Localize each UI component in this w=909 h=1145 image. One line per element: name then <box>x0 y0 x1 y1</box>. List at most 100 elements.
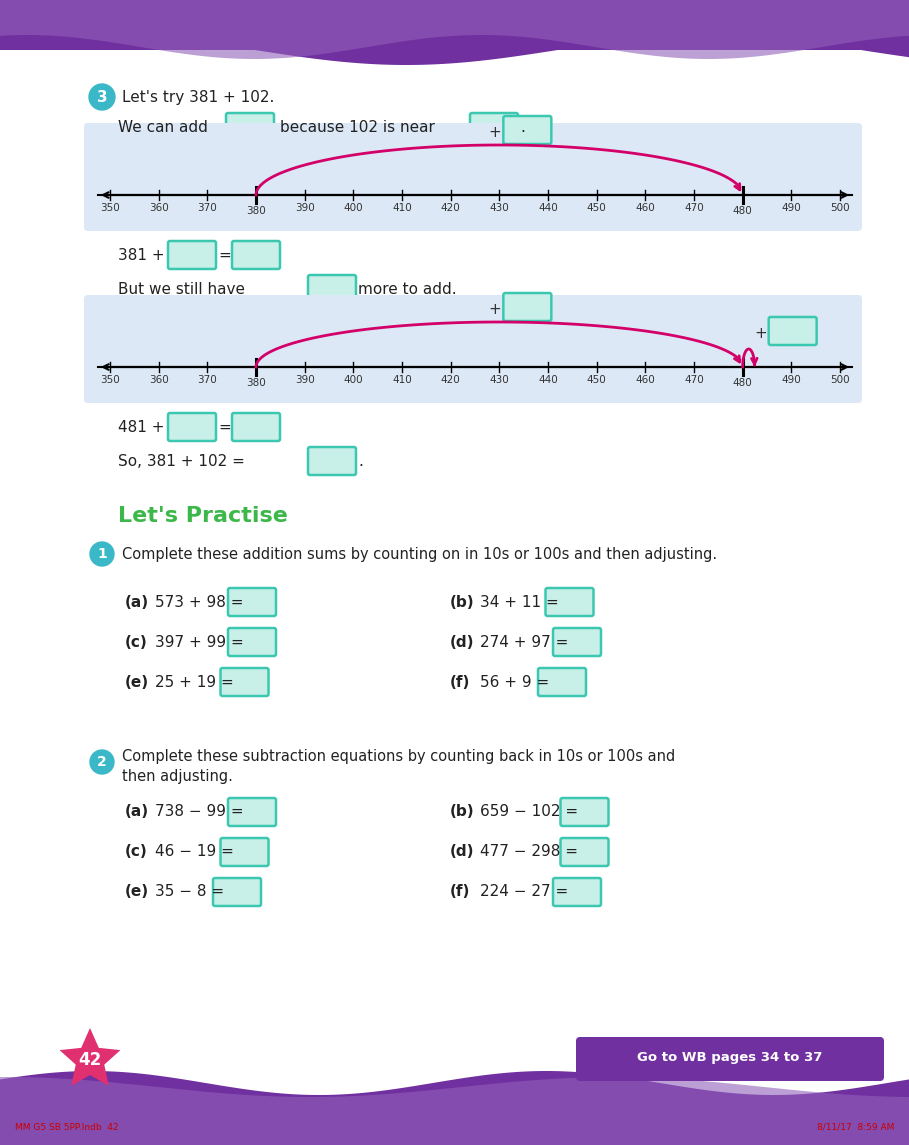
Text: 370: 370 <box>197 203 217 213</box>
Text: (f): (f) <box>450 884 470 900</box>
Text: (c): (c) <box>125 845 148 860</box>
Text: 390: 390 <box>295 203 315 213</box>
FancyBboxPatch shape <box>168 413 216 441</box>
Text: 360: 360 <box>149 203 168 213</box>
Text: 500: 500 <box>830 376 850 385</box>
FancyBboxPatch shape <box>232 413 280 441</box>
FancyBboxPatch shape <box>228 627 276 656</box>
Text: more to add.: more to add. <box>358 282 456 297</box>
Text: 470: 470 <box>684 376 704 385</box>
Polygon shape <box>0 0 909 50</box>
Text: 738 − 99 =: 738 − 99 = <box>155 805 244 820</box>
Text: 380: 380 <box>246 206 265 216</box>
Text: Complete these subtraction equations by counting back in 10s or 100s and: Complete these subtraction equations by … <box>122 749 675 764</box>
FancyBboxPatch shape <box>213 878 261 906</box>
Text: (e): (e) <box>125 884 149 900</box>
Text: 420: 420 <box>441 203 461 213</box>
PathPatch shape <box>0 0 909 60</box>
FancyBboxPatch shape <box>221 838 268 866</box>
PathPatch shape <box>0 1077 909 1145</box>
Text: (a): (a) <box>125 805 149 820</box>
FancyBboxPatch shape <box>84 123 862 231</box>
FancyBboxPatch shape <box>769 317 816 345</box>
Text: 56 + 9 =: 56 + 9 = <box>480 674 549 689</box>
Text: 440: 440 <box>538 376 558 385</box>
PathPatch shape <box>0 0 909 65</box>
FancyBboxPatch shape <box>470 113 518 141</box>
Text: 450: 450 <box>587 203 606 213</box>
Text: 400: 400 <box>344 376 364 385</box>
FancyBboxPatch shape <box>226 113 274 141</box>
Text: 8/11/17  8:59 AM: 8/11/17 8:59 AM <box>816 1122 894 1131</box>
FancyBboxPatch shape <box>545 589 594 616</box>
Text: 659 − 102 =: 659 − 102 = <box>480 805 578 820</box>
Circle shape <box>90 542 114 566</box>
Text: because 102 is near: because 102 is near <box>280 119 435 134</box>
FancyBboxPatch shape <box>168 240 216 269</box>
FancyBboxPatch shape <box>553 627 601 656</box>
Text: 500: 500 <box>830 203 850 213</box>
Text: (b): (b) <box>450 594 474 609</box>
Text: 25 + 19 =: 25 + 19 = <box>155 674 234 689</box>
Text: (a): (a) <box>125 594 149 609</box>
FancyBboxPatch shape <box>221 668 268 696</box>
Text: Complete these addition sums by counting on in 10s or 100s and then adjusting.: Complete these addition sums by counting… <box>122 546 717 561</box>
Text: (e): (e) <box>125 674 149 689</box>
Text: 573 + 98 =: 573 + 98 = <box>155 594 244 609</box>
FancyBboxPatch shape <box>504 116 552 144</box>
Text: 1: 1 <box>97 547 107 561</box>
Text: Let's Practise: Let's Practise <box>118 506 288 526</box>
Text: MM G5 SB 5PP.Indb  42: MM G5 SB 5PP.Indb 42 <box>15 1122 119 1131</box>
Text: 480: 480 <box>733 206 753 216</box>
Text: 46 − 19 =: 46 − 19 = <box>155 845 234 860</box>
Text: We can add: We can add <box>118 119 208 134</box>
Text: 420: 420 <box>441 376 461 385</box>
Text: So, 381 + 102 =: So, 381 + 102 = <box>118 453 245 468</box>
Text: +: + <box>488 125 502 140</box>
Text: (b): (b) <box>450 805 474 820</box>
Text: 477 − 298 =: 477 − 298 = <box>480 845 578 860</box>
Text: 390: 390 <box>295 376 315 385</box>
Text: 42: 42 <box>78 1051 102 1069</box>
Text: 440: 440 <box>538 203 558 213</box>
Text: 380: 380 <box>246 378 265 388</box>
Text: 3: 3 <box>96 89 107 104</box>
FancyBboxPatch shape <box>576 1037 884 1081</box>
Text: 397 + 99 =: 397 + 99 = <box>155 634 244 649</box>
Polygon shape <box>60 1028 120 1085</box>
Text: 460: 460 <box>635 203 655 213</box>
Text: =: = <box>218 419 231 434</box>
PathPatch shape <box>0 1071 909 1145</box>
Text: .: . <box>520 119 524 134</box>
Text: 450: 450 <box>587 376 606 385</box>
Text: 400: 400 <box>344 203 364 213</box>
Text: 481 +: 481 + <box>118 419 165 434</box>
Text: Let's try 381 + 102.: Let's try 381 + 102. <box>122 89 275 104</box>
FancyBboxPatch shape <box>308 275 356 303</box>
Circle shape <box>89 84 115 110</box>
Text: 430: 430 <box>489 203 509 213</box>
FancyBboxPatch shape <box>561 838 608 866</box>
Text: 490: 490 <box>782 376 801 385</box>
FancyBboxPatch shape <box>308 447 356 475</box>
Text: (d): (d) <box>450 634 474 649</box>
Text: 350: 350 <box>100 203 120 213</box>
Text: 410: 410 <box>392 376 412 385</box>
Text: (d): (d) <box>450 845 474 860</box>
Text: =: = <box>218 247 231 262</box>
Text: +: + <box>754 326 766 341</box>
Text: (f): (f) <box>450 674 470 689</box>
FancyBboxPatch shape <box>228 798 276 826</box>
Text: 370: 370 <box>197 376 217 385</box>
FancyBboxPatch shape <box>538 668 586 696</box>
Text: 274 + 97 =: 274 + 97 = <box>480 634 568 649</box>
Text: .: . <box>358 453 363 468</box>
Text: 35 − 8 =: 35 − 8 = <box>155 884 225 900</box>
Text: But we still have: But we still have <box>118 282 245 297</box>
FancyBboxPatch shape <box>228 589 276 616</box>
Text: 410: 410 <box>392 203 412 213</box>
Text: Go to WB pages 34 to 37: Go to WB pages 34 to 37 <box>637 1051 823 1065</box>
FancyBboxPatch shape <box>84 295 862 403</box>
Text: 350: 350 <box>100 376 120 385</box>
Text: then adjusting.: then adjusting. <box>122 768 233 783</box>
